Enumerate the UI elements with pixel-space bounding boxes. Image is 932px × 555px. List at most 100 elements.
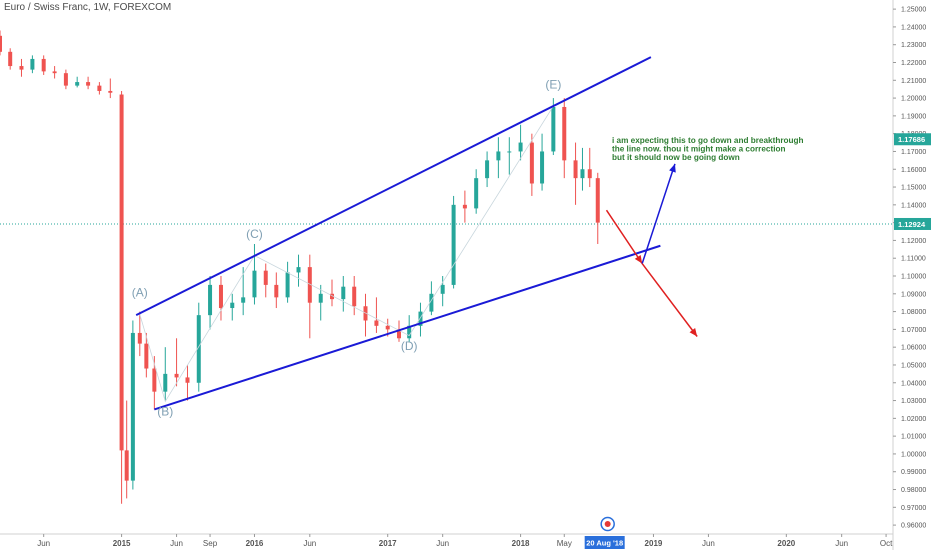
y-tick-label: 0.97000 — [901, 505, 926, 512]
candle — [518, 124, 523, 161]
candle — [573, 142, 578, 205]
candle — [19, 58, 24, 77]
cursor-date-badge — [584, 536, 625, 549]
candle — [185, 364, 190, 401]
candle — [86, 76, 91, 90]
y-tick-label: 0.98000 — [901, 487, 926, 494]
candle-body — [595, 178, 600, 223]
x-tick-label: Jun — [702, 539, 715, 548]
arrow-up-shaft — [641, 163, 676, 264]
candle-body — [137, 332, 142, 344]
cursor-date-label: 20 Aug '18 — [586, 539, 623, 548]
candle-body — [285, 272, 290, 298]
arrow-up-head — [669, 163, 676, 173]
x-tick-label: Jun — [37, 539, 50, 548]
candle-body — [41, 58, 46, 72]
candle-body — [429, 293, 434, 312]
candle — [163, 347, 168, 401]
arrow-down-to-line-head — [634, 254, 643, 264]
candle — [137, 311, 142, 357]
candle-body — [352, 286, 357, 307]
y-tick-label: 1.24000 — [901, 24, 926, 31]
candle — [75, 76, 80, 88]
x-tick-label: Jun — [835, 539, 848, 548]
candle — [263, 263, 268, 298]
candle-body — [174, 373, 179, 378]
candle-body — [474, 178, 479, 209]
x-tick-label: Jun — [303, 539, 316, 548]
y-tick-label: 1.16000 — [901, 167, 926, 174]
y-tick-label: 1.14000 — [901, 202, 926, 209]
y-tick-label: 0.96000 — [901, 523, 926, 530]
candle-body — [580, 169, 585, 179]
candle — [307, 254, 312, 339]
candle — [274, 272, 279, 309]
candle-body — [185, 377, 190, 383]
candle — [440, 276, 445, 307]
candle — [580, 147, 585, 191]
candle — [352, 276, 357, 316]
candle-body — [407, 325, 412, 339]
candle-body — [108, 90, 113, 93]
x-tick-label: 2020 — [777, 539, 795, 548]
current-price-label: 1.12924 — [898, 220, 926, 229]
candle-body — [163, 373, 168, 392]
y-tick-label: 1.00000 — [901, 451, 926, 458]
candle-body — [307, 267, 312, 303]
event-marker-icon — [600, 516, 615, 532]
candle-body — [318, 293, 323, 303]
x-tick-label: Sep — [203, 539, 218, 548]
candle-body — [230, 302, 235, 309]
candle-body — [451, 204, 456, 285]
candle-body — [330, 293, 335, 300]
x-tick-label: 2019 — [645, 539, 663, 548]
candle-body — [518, 142, 523, 152]
candle — [63, 69, 68, 90]
marked-price-badge — [894, 133, 931, 146]
candle — [407, 315, 412, 342]
y-tick-label: 1.01000 — [901, 434, 926, 441]
y-tick-label: 1.07000 — [901, 327, 926, 334]
candle — [551, 98, 556, 156]
y-tick-label: 1.10000 — [901, 274, 926, 281]
candle-body — [252, 270, 257, 298]
wave-label: (A) — [132, 285, 148, 299]
candle — [8, 48, 13, 70]
candle — [587, 147, 592, 188]
candle-body — [218, 284, 223, 309]
candle — [529, 133, 534, 196]
candle — [296, 254, 301, 287]
x-tick-label: Jun — [436, 539, 449, 548]
y-tick-label: 1.15000 — [901, 185, 926, 192]
y-tick-label: 1.12000 — [901, 238, 926, 245]
candle-body — [385, 325, 390, 330]
candle-body — [496, 151, 501, 161]
candle — [485, 151, 490, 188]
candle-body — [152, 368, 157, 392]
candle — [124, 400, 129, 499]
channel-lower — [154, 244, 661, 411]
candle — [41, 55, 46, 75]
candle-body — [208, 284, 213, 316]
candle-body — [573, 160, 578, 179]
y-tick-label: 1.02000 — [901, 416, 926, 423]
wave-label: (B) — [157, 405, 173, 419]
y-tick-label: 1.06000 — [901, 345, 926, 352]
candle — [218, 276, 223, 321]
y-tick-label: 1.09000 — [901, 291, 926, 298]
note-line: but it should now be going down — [612, 153, 740, 162]
candle — [241, 267, 246, 316]
wave-label: (D) — [401, 339, 418, 353]
candle-body — [8, 51, 13, 67]
candle-body — [485, 160, 490, 179]
candle — [374, 297, 379, 333]
candle-body — [462, 204, 467, 209]
candle-body — [507, 151, 512, 153]
candle-body — [196, 315, 201, 383]
current-price-badge — [894, 217, 931, 230]
x-tick-label: 2018 — [512, 539, 530, 548]
candle-body — [30, 58, 35, 70]
